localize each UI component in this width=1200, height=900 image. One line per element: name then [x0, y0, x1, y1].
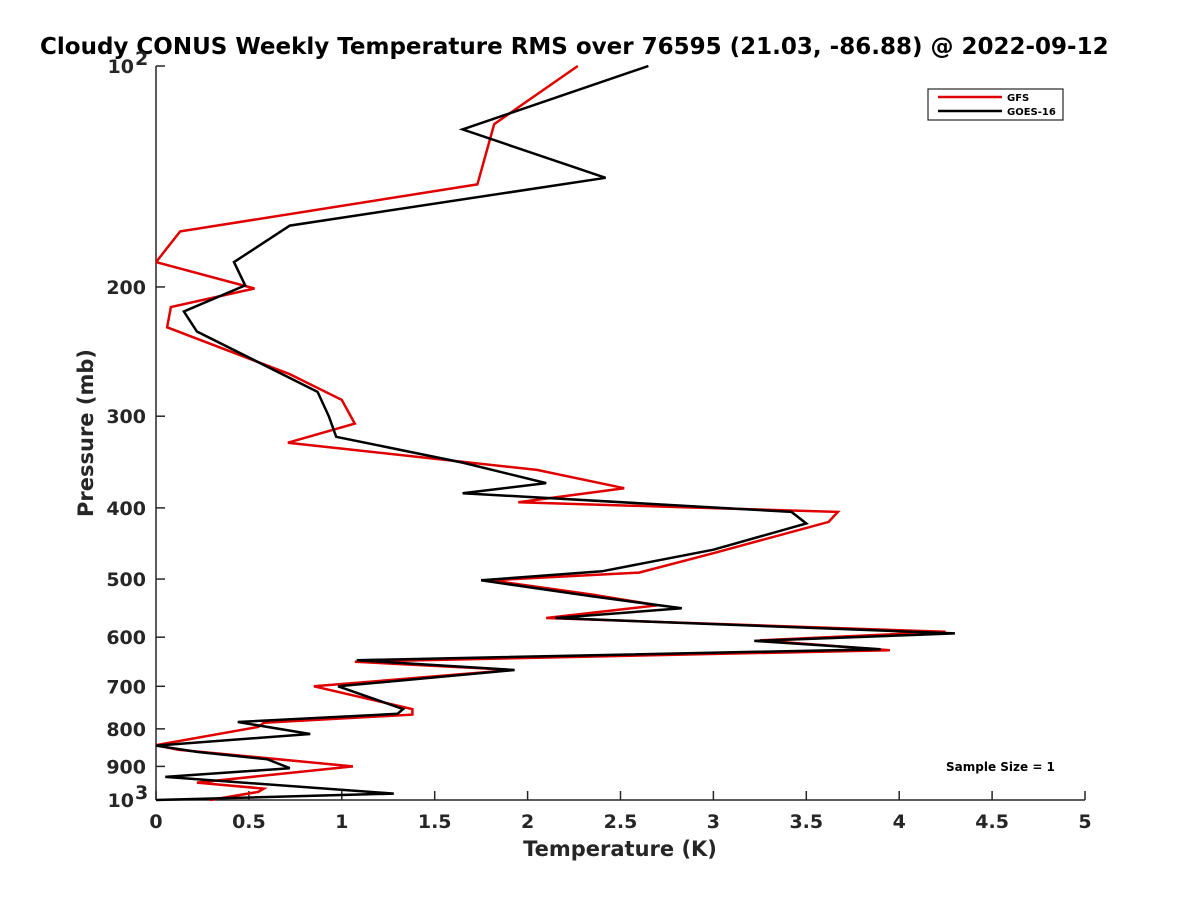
x-tick-label: 1.5 [418, 811, 452, 833]
y-tick-label: 200 [106, 277, 146, 299]
series-line-goes-16 [156, 64, 955, 802]
chart-title: Cloudy CONUS Weekly Temperature RMS over… [40, 34, 1109, 60]
x-tick-label: 0.5 [232, 811, 266, 833]
y-tick-exponent: 3 [135, 782, 148, 804]
y-tick-label: 900 [106, 756, 146, 778]
y-tick-label: 500 [106, 569, 146, 591]
x-tick-label: 3.5 [789, 811, 823, 833]
y-tick-label: 10 [108, 56, 134, 78]
x-axis-label: Temperature (K) [523, 837, 717, 861]
y-tick-label: 800 [106, 719, 146, 741]
plot-area: 0 0.5 1 1.5 2 2.5 3 3.5 4 4.5 510 22003004005006007… [106, 48, 1091, 833]
legend-label: GFS [1007, 93, 1029, 104]
x-tick-label: 2 [521, 811, 534, 833]
legend: GFS GOES-16 [927, 88, 1064, 121]
series-line-gfs [156, 64, 946, 802]
y-tick-exponent: 2 [135, 48, 148, 70]
x-tick-label: 4.5 [975, 811, 1009, 833]
x-tick-label: 4 [893, 811, 906, 833]
y-tick-label: 10 [108, 790, 134, 812]
x-tick-label: 5 [1078, 811, 1091, 833]
x-tick-label: 0 [149, 811, 162, 833]
x-tick-label: 2.5 [604, 811, 638, 833]
legend-label: GOES-16 [1007, 107, 1056, 118]
x-tick-label: 3 [707, 811, 720, 833]
legend-box [927, 88, 1064, 121]
y-tick-label: 400 [106, 498, 146, 520]
y-tick-label: 700 [106, 676, 146, 698]
x-tick-label: 1 [335, 811, 348, 833]
y-axis-label: Pressure (mb) [74, 349, 98, 517]
sample-size-annotation: Sample Size = 1 [946, 760, 1055, 774]
y-tick-label: 600 [106, 627, 146, 649]
y-tick-label: 300 [106, 406, 146, 428]
